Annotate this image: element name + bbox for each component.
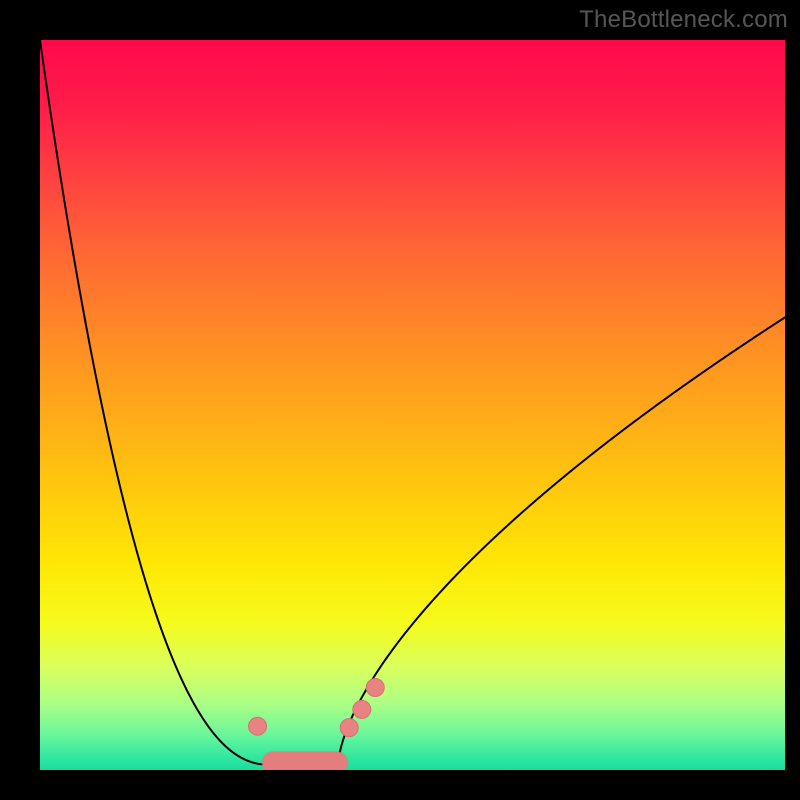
chart-svg xyxy=(40,40,785,770)
watermark-text: TheBottleneck.com xyxy=(579,6,788,34)
plot-area xyxy=(40,40,785,770)
chart-stage: TheBottleneck.com xyxy=(0,0,800,800)
